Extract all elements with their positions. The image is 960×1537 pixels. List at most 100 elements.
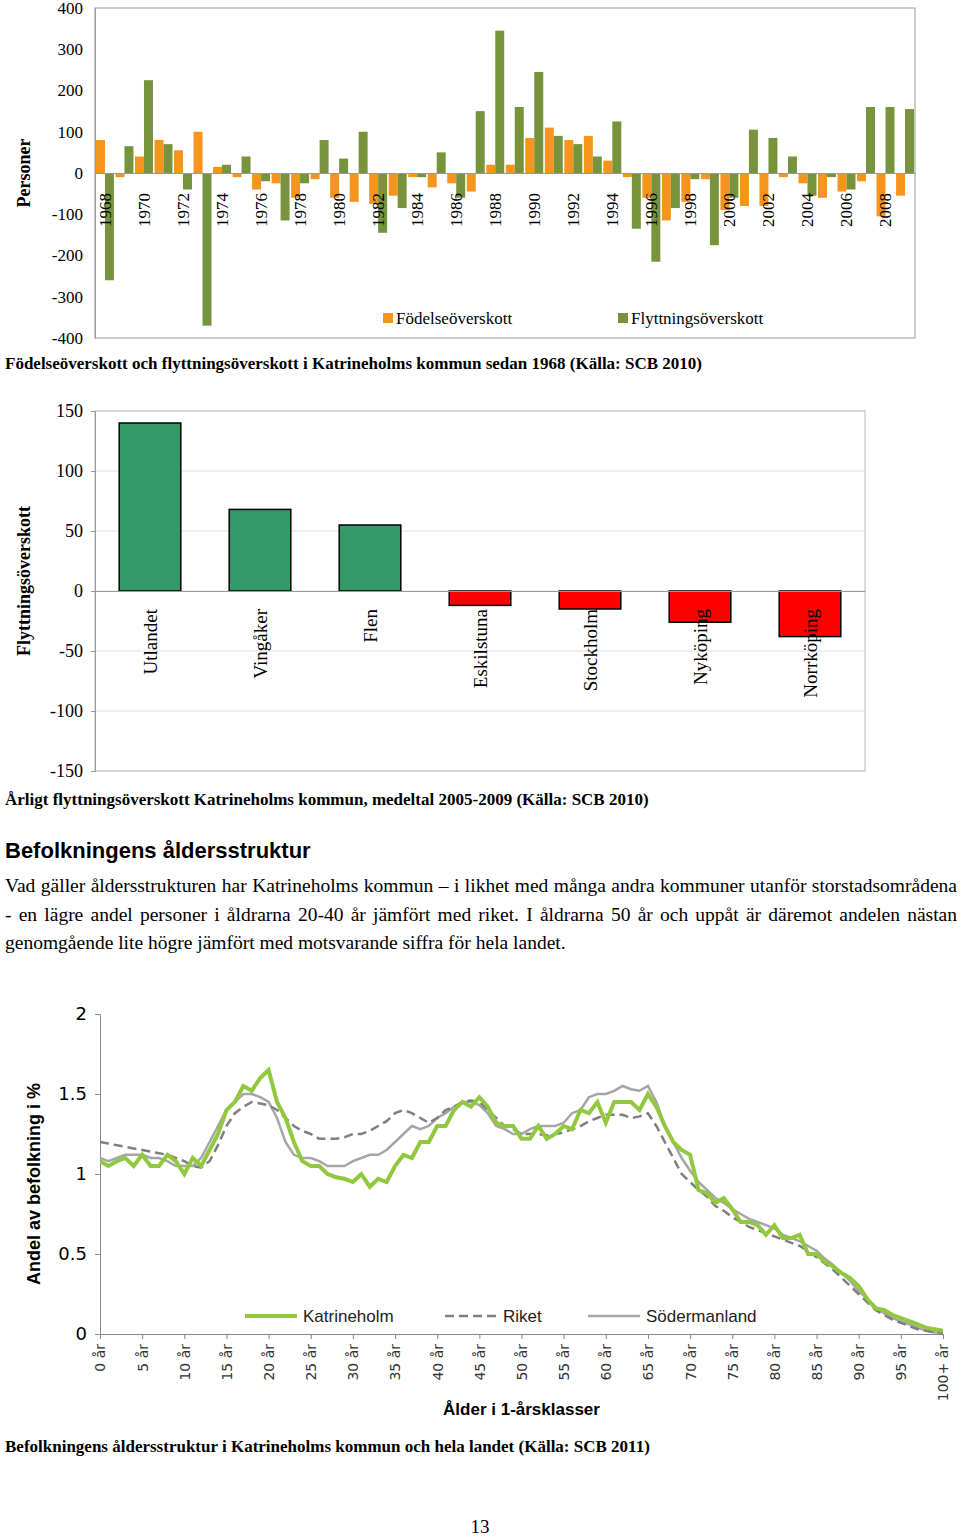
- bar: [710, 173, 719, 245]
- legend-label: Födelseöverskott: [396, 309, 512, 328]
- tick-label: 10 år: [177, 1344, 193, 1381]
- tick-mark: [226, 1334, 227, 1339]
- tick-label: Norrköping: [800, 609, 821, 698]
- bar: [847, 173, 856, 190]
- plot-frame: [95, 411, 865, 771]
- bar: [495, 31, 504, 173]
- bar: [886, 107, 895, 173]
- tick-label: 80 år: [767, 1344, 783, 1381]
- lines: [100, 1070, 943, 1332]
- axis-title: Flyttningsöverskott: [14, 506, 34, 656]
- bar: [486, 165, 495, 173]
- tick: 30 år: [345, 1334, 361, 1381]
- tick: 2008: [876, 173, 895, 227]
- tick-mark: [95, 1334, 100, 1335]
- legend-swatch: [245, 1314, 297, 1318]
- tick-mark: [353, 1334, 354, 1339]
- tick-mark: [479, 1334, 480, 1339]
- tick: 15 år: [219, 1334, 235, 1381]
- bar: [252, 173, 261, 190]
- bar: [506, 165, 515, 173]
- tick-label: 200: [58, 81, 84, 100]
- bar: [740, 173, 749, 206]
- legend: FödelseöverskottFlyttningsöverskott: [383, 309, 764, 328]
- tick-label: 2002: [759, 193, 778, 227]
- grid-line: [95, 531, 865, 532]
- bar: [281, 173, 290, 220]
- tick: 1988: [486, 173, 505, 227]
- axis: -400-300-200-1000100200300400: [52, 0, 96, 348]
- bar: [203, 173, 212, 326]
- tick: 1: [76, 1163, 100, 1184]
- tick-label: Stockholm: [580, 609, 601, 692]
- tick-mark: [91, 591, 95, 592]
- bar: [584, 136, 593, 173]
- axis-title: Andel av befolkning i %: [24, 1083, 44, 1285]
- tick-label: Flen: [360, 609, 381, 643]
- axis-title: Personer: [14, 139, 34, 208]
- page-svg: -400-300-200-100010020030040019681970197…: [0, 0, 960, 1537]
- bar: [632, 173, 641, 229]
- tick-label: 0.5: [58, 1243, 87, 1264]
- tick-label: 2004: [798, 193, 817, 228]
- tick-label: -50: [59, 641, 83, 661]
- tick: 55 år: [556, 1334, 572, 1381]
- tick-label: 5 år: [135, 1344, 151, 1372]
- legend: KatrineholmRiketSödermanland: [245, 1307, 757, 1326]
- tick: 65 år: [640, 1334, 656, 1381]
- tick-label: 100: [56, 461, 83, 481]
- plot-frame: [95, 8, 915, 338]
- bar: [449, 591, 511, 605]
- bar: [515, 107, 524, 173]
- caption: Födelseöverskott och flyttningsöverskott…: [5, 354, 702, 373]
- tick: 40 år: [430, 1334, 446, 1381]
- bar: [135, 157, 144, 174]
- tick: 70 år: [683, 1334, 699, 1381]
- axis: 00.511.52: [58, 1003, 100, 1344]
- tick-label: 1998: [681, 193, 700, 227]
- tick-mark: [95, 1174, 100, 1175]
- tick-mark: [817, 1334, 818, 1339]
- bar: [593, 157, 602, 174]
- tick: Flen: [360, 591, 381, 643]
- tick-mark: [395, 1334, 396, 1339]
- tick: 1982: [369, 173, 388, 227]
- tick: 35 år: [387, 1334, 403, 1381]
- tick: 2002: [759, 173, 778, 227]
- tick: 0 år: [92, 1334, 108, 1372]
- tick-label: 90 år: [851, 1344, 867, 1381]
- tick: Utlandet: [140, 591, 161, 674]
- bar: [573, 144, 582, 173]
- bar: [389, 173, 398, 196]
- tick-label: 15 år: [219, 1344, 235, 1381]
- bar: [300, 173, 309, 183]
- tick-label: 60 år: [598, 1344, 614, 1381]
- tick-mark: [606, 1334, 607, 1339]
- chart: -150-100-50050100150UtlandetVingåkerFlen…: [5, 401, 866, 809]
- bar: [525, 138, 534, 173]
- bar: [261, 173, 270, 181]
- bar: [818, 173, 827, 198]
- tick-label: 20 år: [261, 1344, 277, 1381]
- tick: -200: [52, 246, 95, 265]
- tick-label: 100: [58, 123, 84, 142]
- bar: [428, 173, 437, 187]
- tick-label: 50 år: [514, 1344, 530, 1381]
- bar: [788, 157, 797, 174]
- tick-label: 0 år: [92, 1344, 108, 1372]
- tick: Eskilstuna: [470, 591, 491, 688]
- tick-label: 65 år: [640, 1344, 656, 1381]
- tick-label: 2008: [876, 193, 895, 227]
- tick: 100+ år: [935, 1334, 951, 1401]
- legend-swatch: [588, 1315, 640, 1318]
- tick-label: 0: [75, 164, 84, 183]
- bar: [662, 173, 671, 220]
- line: [100, 1086, 943, 1332]
- tick-label: 55 år: [556, 1344, 572, 1381]
- tick-label: -300: [52, 288, 83, 307]
- bar: [603, 161, 612, 173]
- tick-mark: [943, 1334, 944, 1339]
- tick-mark: [95, 1014, 100, 1015]
- bar: [339, 525, 401, 591]
- bar: [359, 132, 368, 173]
